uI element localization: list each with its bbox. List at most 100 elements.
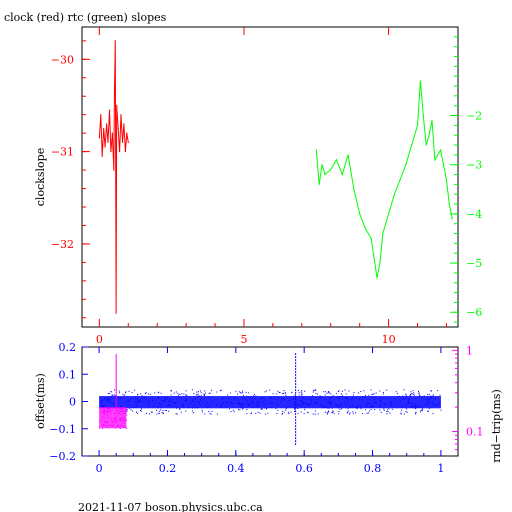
offset-point <box>382 392 384 394</box>
offset-point <box>293 410 295 412</box>
offset-point <box>329 392 331 394</box>
offset-point <box>269 398 271 400</box>
x-tick-label: 0.2 <box>159 462 177 475</box>
slopes-left-axis: −30 −31 −32 <box>51 40 90 319</box>
offset-point <box>324 399 326 401</box>
offset-point <box>372 407 374 409</box>
offset-point <box>406 411 408 413</box>
offset-point <box>360 390 362 392</box>
offset-point <box>299 400 301 402</box>
series-point-rtc <box>411 144 413 146</box>
offset-point <box>285 392 287 394</box>
y-tick-label: −32 <box>51 238 74 251</box>
offset-point <box>297 403 299 405</box>
offset-point <box>315 389 317 391</box>
series-point-clock <box>116 104 118 107</box>
offset-point <box>332 411 334 413</box>
offset-point <box>311 395 313 397</box>
offset-point <box>248 404 250 406</box>
offset-point <box>327 411 329 413</box>
rnd-trip-point <box>119 417 121 419</box>
offset-point <box>373 402 375 404</box>
offset-point <box>264 391 266 393</box>
offset-point <box>393 404 395 406</box>
offset-point <box>185 410 187 412</box>
series-point-rtc <box>321 164 323 166</box>
rnd-trip-point <box>103 410 105 412</box>
rnd-trip-point <box>110 418 112 420</box>
offset-point <box>291 391 293 393</box>
offset-point <box>370 389 372 391</box>
offset-point <box>277 409 279 411</box>
offset-point <box>169 399 171 401</box>
offset-point <box>114 389 116 391</box>
offset-point <box>197 407 199 409</box>
offset-point <box>269 389 271 391</box>
rnd-trip-point <box>121 417 123 419</box>
offset-point <box>119 397 121 399</box>
offset-point <box>122 395 124 397</box>
rnd-trip-point <box>116 418 118 420</box>
offset-point <box>263 399 265 401</box>
offset-point <box>281 410 283 412</box>
offset-point <box>237 399 239 401</box>
offset-point <box>228 408 230 410</box>
offset-point <box>164 399 166 401</box>
offset-point <box>135 406 137 408</box>
offset-point <box>347 400 349 402</box>
offset-point <box>437 405 439 407</box>
offset-point <box>162 410 164 412</box>
offset-point <box>159 402 161 404</box>
offset-point <box>170 400 172 402</box>
offset-point <box>241 408 243 410</box>
offset-point <box>286 407 288 409</box>
offset-point <box>324 411 326 413</box>
offset-point <box>185 400 187 402</box>
offset-point <box>303 398 305 400</box>
offset-point <box>317 398 319 400</box>
offset-point <box>141 408 143 410</box>
y2-tick-label: 0.1 <box>466 426 484 439</box>
offset-point <box>219 390 221 392</box>
offset-point <box>301 394 303 396</box>
offset-point <box>317 393 319 395</box>
offset-point <box>368 394 370 396</box>
offset-point <box>265 413 267 415</box>
offset-point <box>111 394 113 396</box>
offset-point <box>251 412 253 414</box>
offset-point <box>185 400 187 402</box>
offset-point <box>209 412 211 414</box>
offset-point <box>375 392 377 394</box>
offset-point <box>351 405 353 407</box>
offset-point <box>301 403 303 405</box>
offset-point <box>126 409 128 411</box>
offset-point <box>102 406 104 408</box>
rnd-trip-point <box>110 411 112 413</box>
offset-series <box>99 352 442 446</box>
rnd-trip-point <box>99 420 101 422</box>
offset-point <box>309 403 311 405</box>
offset-point <box>353 392 355 394</box>
offset-point <box>185 394 187 396</box>
offset-point <box>341 408 343 410</box>
rnd-trip-point <box>124 426 126 428</box>
offset-point <box>157 396 159 398</box>
offset-point <box>304 407 306 409</box>
offset-point <box>170 390 172 392</box>
offset-point <box>210 413 212 415</box>
offset-point <box>191 410 193 412</box>
offset-point <box>239 409 241 411</box>
offset-point <box>403 413 405 415</box>
rnd-trip-point <box>102 424 104 426</box>
offset-point <box>426 404 428 406</box>
offset-point <box>110 391 112 393</box>
offset-point <box>179 408 181 410</box>
offset-point <box>272 393 274 395</box>
offset-point <box>314 413 316 415</box>
offset-point <box>161 399 163 401</box>
offset-point <box>198 395 200 397</box>
offset-point <box>314 389 316 391</box>
offset-point <box>241 404 243 406</box>
offset-point <box>128 407 130 409</box>
offset-point <box>330 402 332 404</box>
